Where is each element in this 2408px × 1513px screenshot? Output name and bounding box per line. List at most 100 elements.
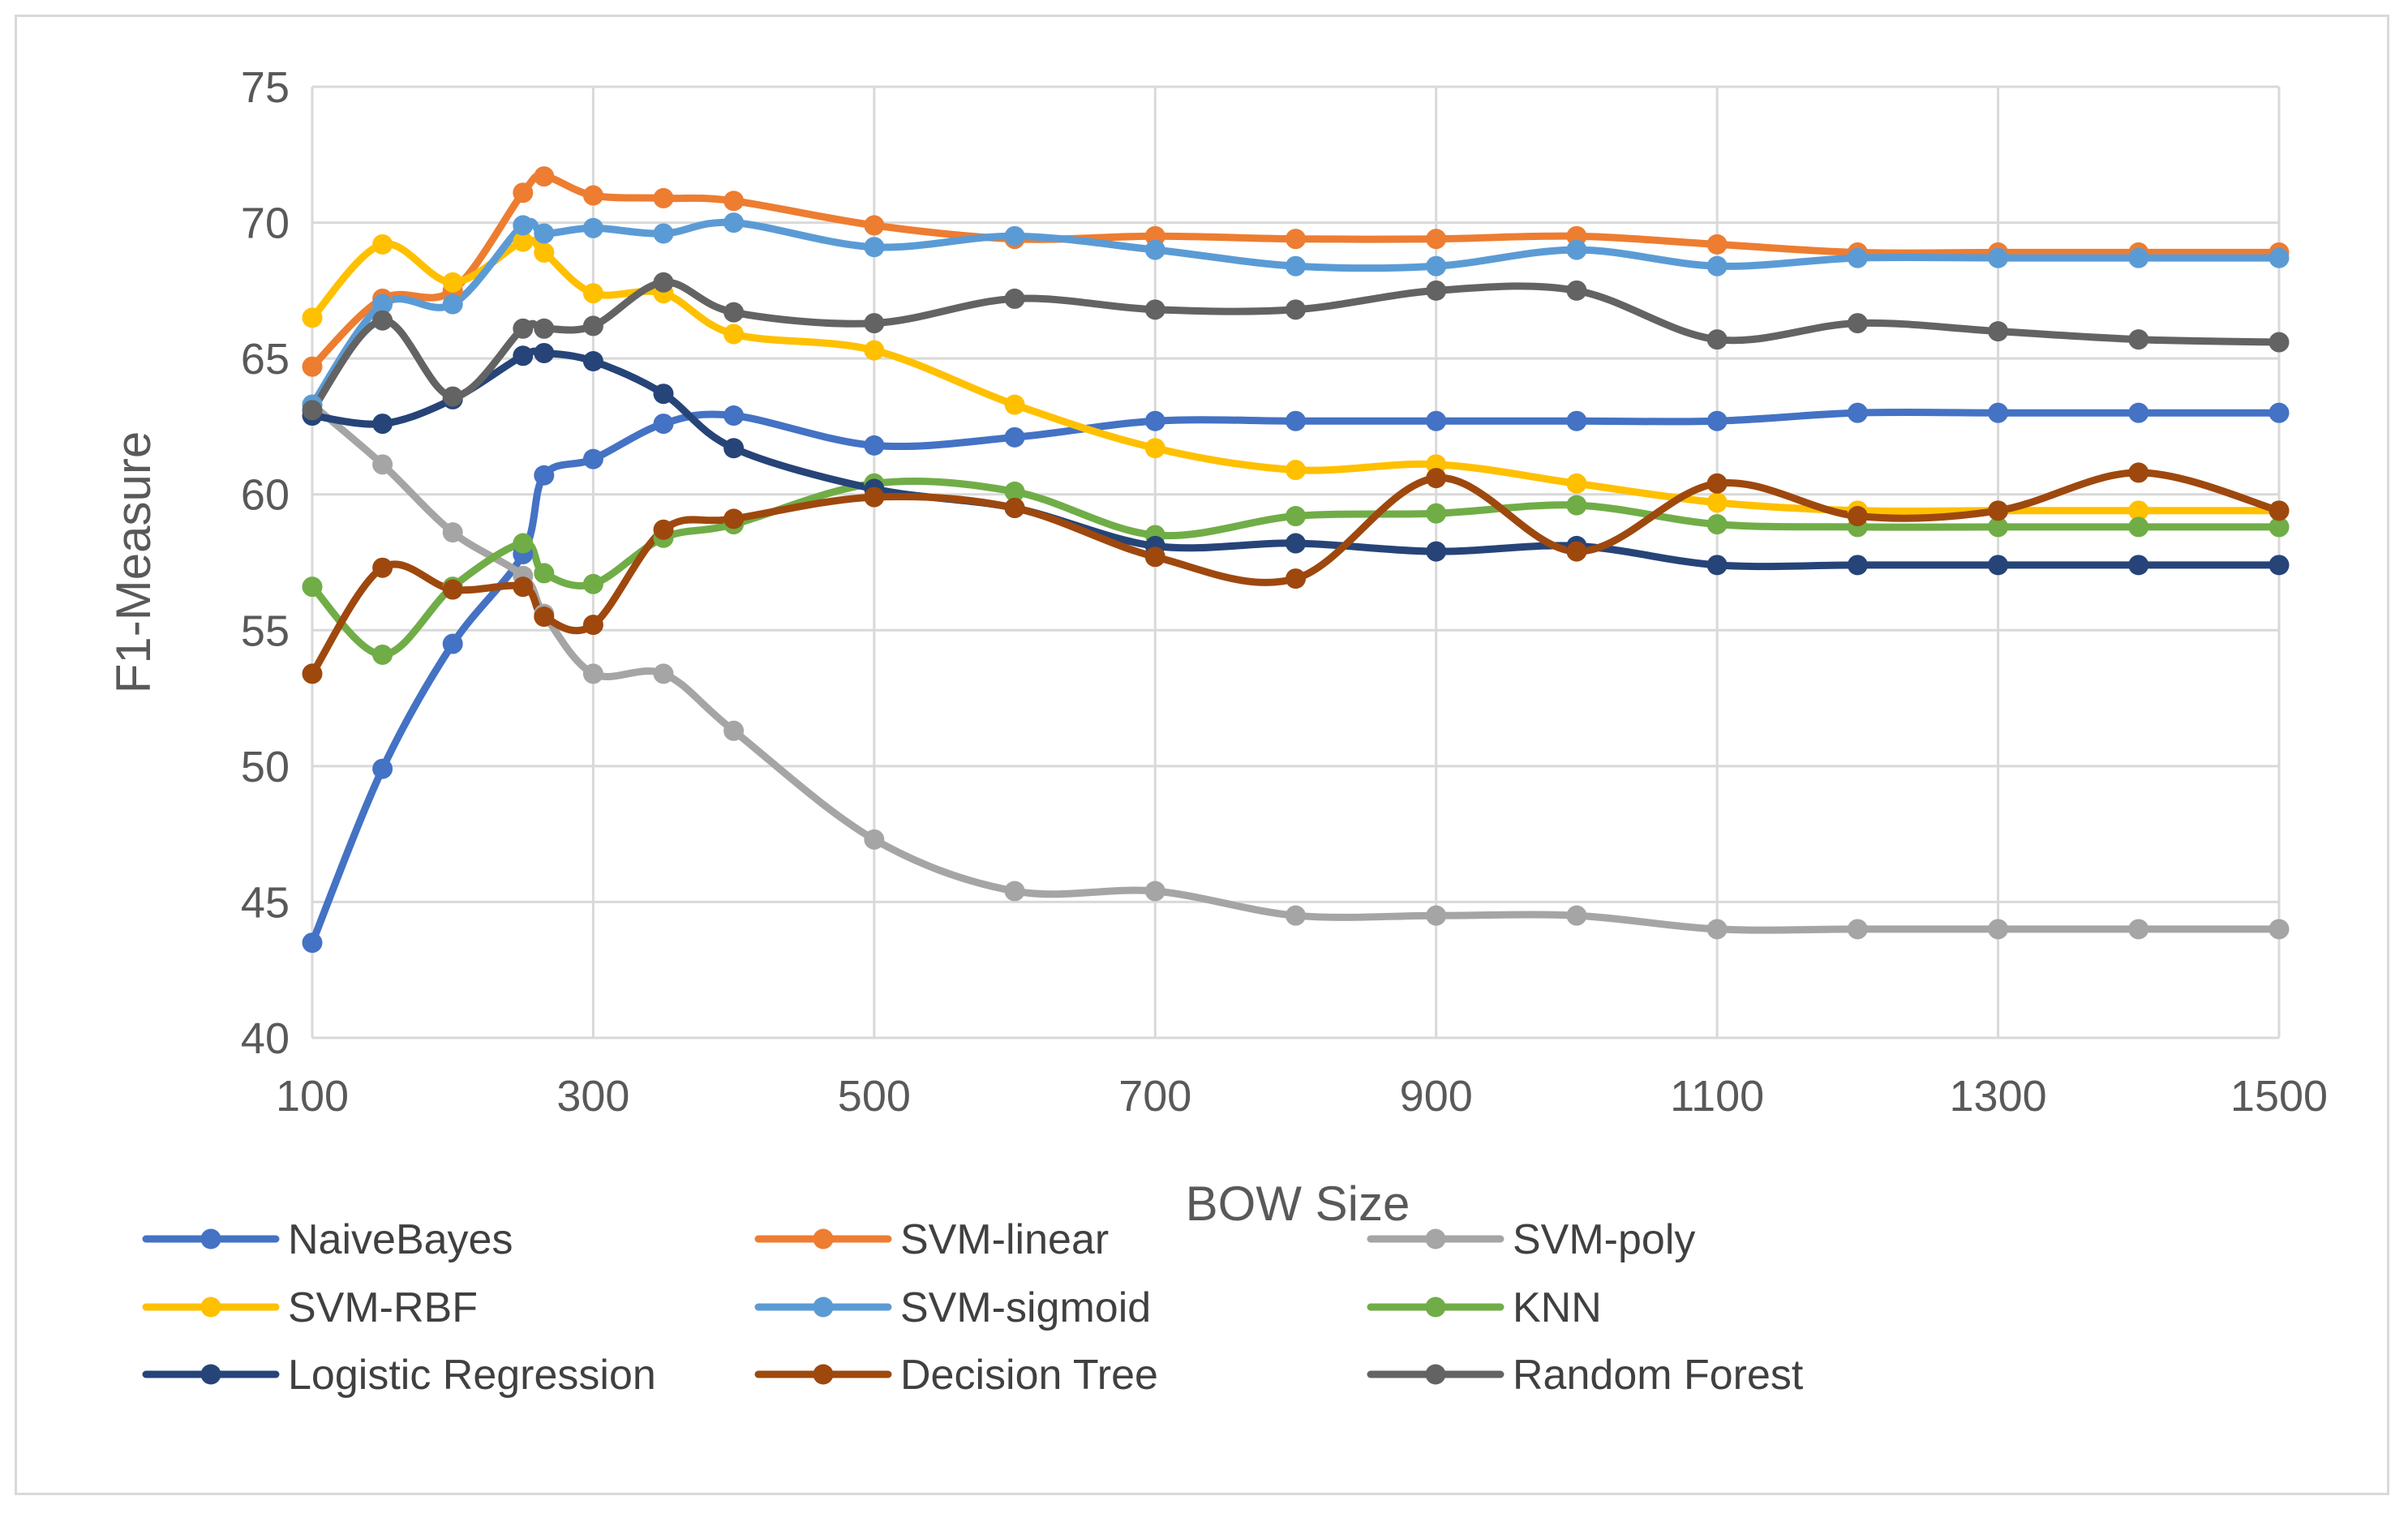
data-point-naivebayes (864, 435, 885, 456)
x-tick-label: 1100 (1670, 1072, 1764, 1121)
data-point-random-forest (1988, 321, 2009, 342)
data-point-logistic-regression (1426, 541, 1447, 562)
legend-label: Logistic Regression (288, 1352, 656, 1399)
data-point-random-forest (1286, 299, 1306, 320)
legend-swatch-marker (813, 1228, 834, 1249)
data-point-random-forest (864, 313, 885, 334)
data-point-naivebayes (1566, 410, 1587, 431)
data-point-random-forest (442, 386, 463, 407)
data-point-svm-poly (1004, 881, 1025, 902)
data-point-random-forest (653, 272, 674, 293)
data-point-decision-tree (1706, 473, 1728, 494)
data-point-svm-rbf (582, 283, 603, 304)
data-point-decision-tree (864, 486, 885, 508)
data-point-knn (372, 644, 393, 665)
series-line-decision-tree (308, 469, 2283, 678)
legend-label: SVM-linear (900, 1216, 1109, 1263)
data-point-svm-sigmoid (582, 217, 603, 238)
data-point-svm-poly (1566, 905, 1587, 926)
data-point-svm-sigmoid (372, 294, 393, 315)
x-tick-label: 1500 (2230, 1072, 2328, 1121)
data-point-naivebayes (723, 405, 745, 426)
data-point-naivebayes (442, 633, 463, 654)
data-point-random-forest (1847, 313, 1868, 334)
data-point-decision-tree (1004, 497, 1025, 518)
data-point-knn (582, 573, 603, 594)
data-point-svm-rbf (1144, 438, 1165, 459)
legend-label: Decision Tree (900, 1352, 1158, 1399)
data-point-logistic-regression (1847, 555, 1868, 576)
data-point-decision-tree (1144, 546, 1165, 568)
data-point-knn (302, 576, 323, 598)
data-point-logistic-regression (653, 384, 674, 405)
data-point-knn (1004, 481, 1025, 502)
legend-swatch-marker (813, 1364, 834, 1385)
legend-label: SVM-sigmoid (900, 1284, 1151, 1331)
x-tick-label: 900 (1400, 1072, 1473, 1121)
y-tick-label: 65 (241, 335, 290, 384)
data-point-svm-linear (723, 191, 745, 212)
data-point-svm-poly (1847, 919, 1868, 940)
data-point-svm-sigmoid (1988, 247, 2009, 268)
y-tick-label: 50 (241, 743, 290, 791)
data-point-svm-rbf (2128, 500, 2149, 521)
legend-swatch-marker (200, 1297, 221, 1318)
data-point-naivebayes (582, 448, 603, 469)
data-point-decision-tree (302, 663, 323, 684)
data-point-random-forest (513, 318, 534, 339)
data-point-random-forest (302, 400, 323, 421)
data-point-knn (1706, 514, 1728, 535)
series-line-svm-poly (308, 401, 2283, 934)
legend-swatch-marker (200, 1228, 221, 1249)
data-point-naivebayes (302, 932, 323, 954)
y-tick-label: 70 (241, 199, 290, 248)
data-point-naivebayes (1286, 410, 1306, 431)
data-point-svm-rbf (302, 307, 323, 328)
data-point-decision-tree (1426, 468, 1447, 489)
data-point-svm-linear (1286, 229, 1306, 250)
data-point-svm-poly (723, 720, 745, 741)
data-point-logistic-regression (1706, 555, 1728, 576)
data-point-svm-linear (513, 182, 534, 204)
data-point-svm-linear (534, 166, 555, 187)
data-point-svm-sigmoid (1426, 255, 1447, 276)
data-point-svm-rbf (1566, 473, 1587, 494)
data-point-svm-linear (582, 185, 603, 206)
data-point-knn (1286, 506, 1306, 527)
data-point-knn (1988, 516, 2009, 538)
legend-swatch-marker (1425, 1364, 1446, 1385)
data-point-svm-linear (864, 215, 885, 236)
data-point-random-forest (582, 315, 603, 336)
data-point-svm-linear (302, 356, 323, 377)
data-point-naivebayes (1988, 402, 2009, 423)
y-tick-label: 55 (241, 606, 290, 655)
data-point-naivebayes (1847, 402, 1868, 423)
legend-item-svm-linear: SVM-linear (754, 1216, 1109, 1263)
data-point-naivebayes (372, 758, 393, 779)
data-point-decision-tree (582, 615, 603, 636)
data-point-random-forest (1706, 329, 1728, 350)
data-point-svm-sigmoid (1144, 239, 1165, 260)
data-point-decision-tree (1286, 568, 1306, 589)
x-tick-label: 1300 (1950, 1072, 2047, 1121)
data-point-decision-tree (534, 606, 555, 628)
data-point-svm-rbf (864, 340, 885, 361)
data-point-logistic-regression (1286, 533, 1306, 554)
data-point-svm-sigmoid (513, 215, 534, 236)
x-axis-title: BOW Size (1186, 1177, 1410, 1231)
data-point-svm-poly (2268, 919, 2290, 940)
data-point-logistic-regression (582, 350, 603, 371)
data-point-naivebayes (2128, 402, 2149, 423)
data-point-svm-poly (864, 829, 885, 850)
legend-item-svm-rbf: SVM-RBF (142, 1284, 478, 1331)
data-point-decision-tree (1847, 506, 1868, 527)
y-tick-label: 45 (241, 878, 290, 927)
data-point-naivebayes (1004, 426, 1025, 448)
data-point-decision-tree (442, 579, 463, 600)
data-point-svm-poly (2128, 919, 2149, 940)
y-tick-label: 75 (241, 63, 290, 112)
data-point-logistic-regression (2268, 555, 2290, 576)
legend-item-svm-sigmoid: SVM-sigmoid (754, 1284, 1151, 1331)
series-markers (302, 166, 2290, 954)
